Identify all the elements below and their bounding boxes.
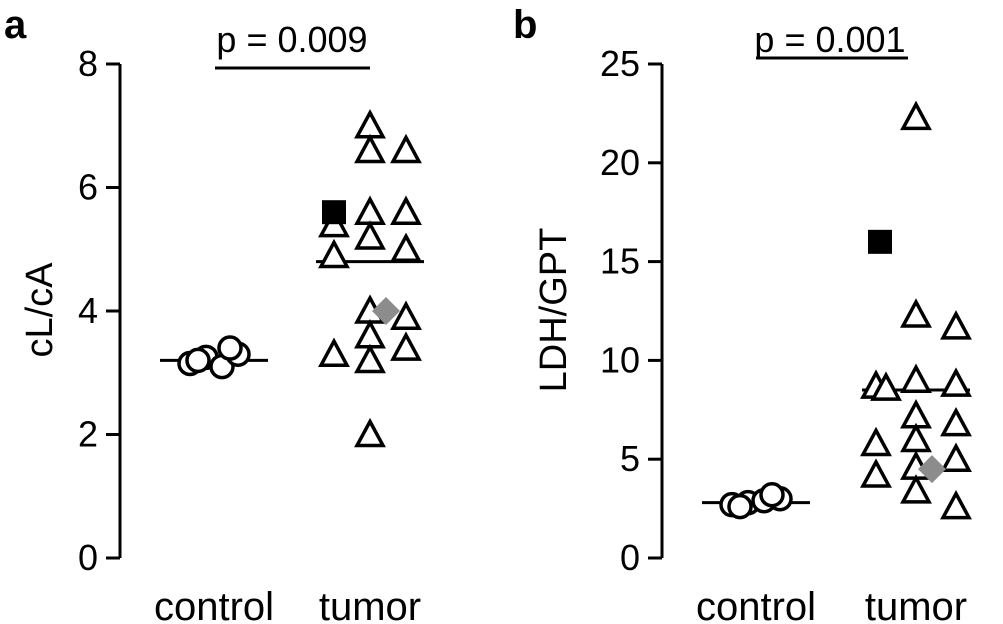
triangle-point: [900, 100, 932, 131]
y-axis-label: LDH/GPT: [533, 228, 575, 393]
circle-point: [217, 335, 243, 361]
triangle-point: [390, 300, 422, 330]
data-points: [702, 100, 972, 520]
triangle-point: [860, 426, 892, 457]
y-tick-label: 5: [620, 438, 640, 479]
triangle-point: [940, 489, 972, 520]
diamond-point: [372, 297, 400, 325]
diamond-point: [918, 455, 946, 484]
y-ticks: 0 5 10 15 20 25: [600, 43, 662, 578]
triangle-point: [900, 422, 932, 453]
y-tick-label: 0: [620, 537, 640, 578]
category-label-tumor: tumor: [865, 585, 967, 624]
triangle-point: [354, 319, 386, 349]
triangle-point: [900, 298, 932, 328]
triangle-point: [354, 195, 386, 225]
circle-point: [185, 347, 211, 374]
data-points: [160, 109, 424, 448]
triangle-point: [940, 406, 972, 437]
triangle-point: [390, 133, 422, 164]
triangle-point: [860, 458, 892, 488]
panel-label: b: [513, 3, 537, 47]
y-tick-label: 6: [78, 167, 98, 208]
square-point: [322, 200, 346, 225]
category-label-control: control: [696, 585, 816, 624]
panel-b: b p = 0.001 LDH/GPT 0 5 10 15 20 25 control t…: [513, 3, 972, 624]
category-label-tumor: tumor: [319, 585, 421, 624]
square-point: [868, 229, 892, 254]
y-tick-label: 20: [600, 142, 640, 183]
circle-point: [727, 493, 753, 520]
triangle-point: [390, 331, 422, 361]
panel-a: a p = 0.009 cL/cA 0 2 4 6 8 control tumor: [4, 3, 424, 624]
y-tick-label: 0: [78, 537, 98, 578]
triangle-point: [354, 133, 386, 164]
category-label-control: control: [154, 585, 274, 624]
triangle-point: [390, 195, 422, 225]
y-tick-label: 15: [600, 241, 640, 282]
triangle-point: [354, 343, 386, 374]
triangle-point: [354, 109, 386, 139]
y-tick-label: 4: [78, 290, 98, 331]
triangle-point: [940, 310, 972, 340]
y-tick-label: 10: [600, 339, 640, 380]
panel-label: a: [4, 3, 27, 47]
y-ticks: 0 2 4 6 8: [78, 43, 120, 578]
triangle-point: [900, 474, 932, 504]
triangle-point: [900, 363, 932, 393]
y-tick-label: 2: [78, 414, 98, 455]
y-tick-label: 25: [600, 43, 640, 84]
triangle-point: [354, 220, 386, 250]
triangle-point: [940, 367, 972, 397]
y-axis-label: cL/cA: [19, 262, 61, 358]
p-value-label: p = 0.009: [216, 19, 367, 60]
triangle-point: [940, 442, 972, 472]
y-tick-label: 8: [78, 43, 98, 84]
triangle-point: [354, 417, 386, 448]
triangle-point: [870, 371, 902, 401]
circle-point: [759, 482, 785, 508]
triangle-point: [318, 238, 350, 269]
p-value-label: p = 0.001: [754, 19, 905, 60]
triangle-point: [390, 232, 422, 263]
triangle-point: [318, 337, 350, 368]
